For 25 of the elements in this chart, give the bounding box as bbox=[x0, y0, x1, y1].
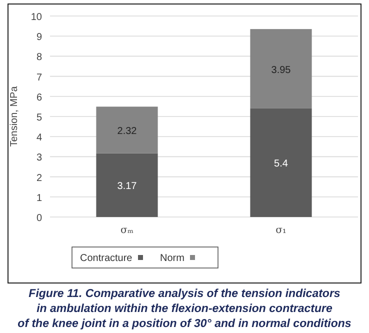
bar bbox=[96, 106, 158, 154]
y-tick-label: 7 bbox=[36, 72, 42, 84]
caption: Figure 11. Comparative analysis of the tension indicators in ambulation within the flexion-extension contracture of the knee joint in a position of 30° and in normal conditions bbox=[18, 288, 352, 330]
data-label: 3.95 bbox=[271, 64, 292, 76]
y-tick-label: 2 bbox=[36, 172, 42, 184]
legend-label: Norm bbox=[160, 253, 184, 264]
data-label: 2.32 bbox=[117, 126, 138, 137]
y-tick-label: 0 bbox=[36, 213, 42, 224]
legend-label: Contracture bbox=[80, 253, 133, 264]
bar bbox=[96, 153, 158, 217]
x-tick-label: σₘ bbox=[120, 225, 134, 236]
x-tick-label: σ₁ bbox=[276, 225, 286, 236]
y-tick-label: 6 bbox=[36, 92, 42, 104]
y-axis-title: Tension, MPa bbox=[9, 86, 20, 147]
y-tick-label: 1 bbox=[36, 192, 42, 204]
y-tick-label: 5 bbox=[36, 112, 42, 124]
data-label: 5.4 bbox=[274, 158, 288, 170]
bar bbox=[250, 29, 312, 108]
y-tick-label: 8 bbox=[36, 52, 42, 64]
bar bbox=[250, 108, 312, 217]
data-label: 3.17 bbox=[117, 181, 138, 192]
y-tick-label: 9 bbox=[36, 32, 42, 44]
y-tick-label: 3 bbox=[36, 152, 42, 164]
y-tick-label: 10 bbox=[30, 12, 42, 23]
y-tick-label: 4 bbox=[36, 132, 42, 144]
